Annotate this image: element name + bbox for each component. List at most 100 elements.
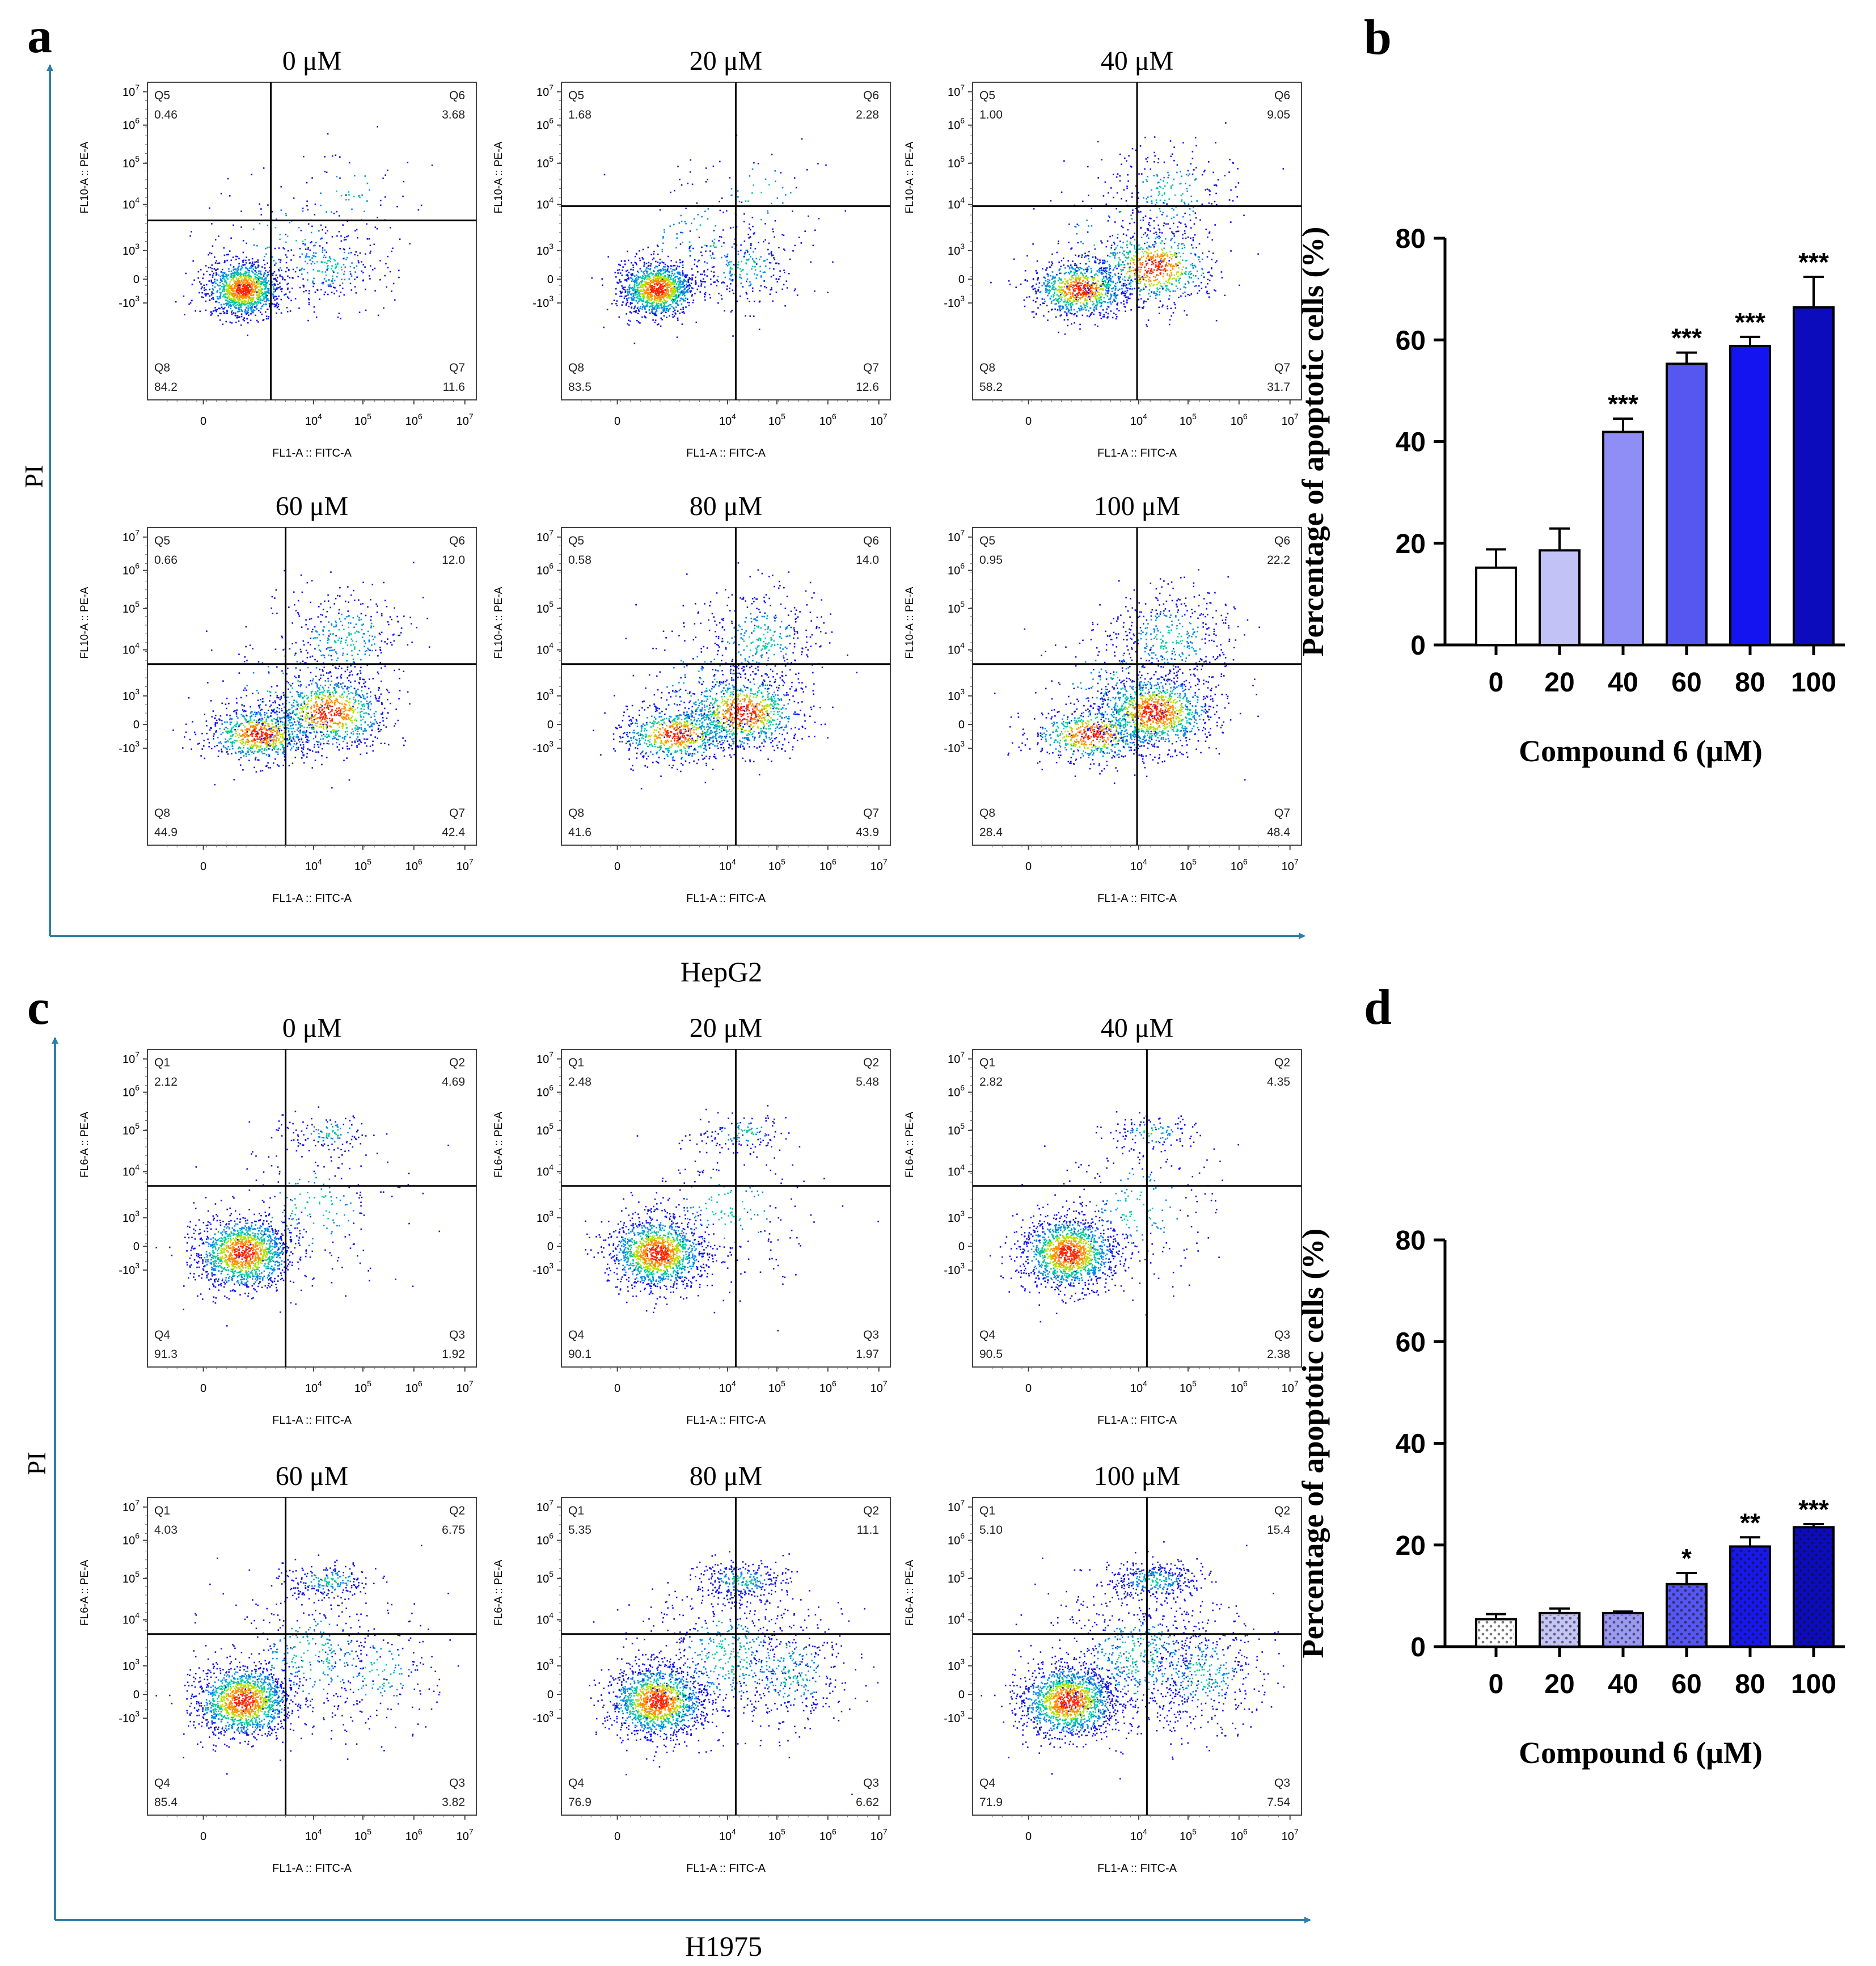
flow-y-tick-label: 104 xyxy=(536,641,553,657)
flow-plot-title: 20 μM xyxy=(690,1013,762,1043)
quadrant-value-ur: 9.05 xyxy=(1267,108,1290,121)
quadrant-value-lr: 31.7 xyxy=(1267,381,1290,394)
flow-x-tick-label: 107 xyxy=(457,1827,474,1843)
flow-x-tick-label: 105 xyxy=(768,412,785,428)
flow-x-axis-label: FL1-A :: FITC-A xyxy=(686,892,766,905)
flow-x-tick-label: 0 xyxy=(1025,1830,1032,1843)
quadrant-name-lr: Q3 xyxy=(449,1328,465,1341)
flow-x-axis-label: FL1-A :: FITC-A xyxy=(686,447,766,459)
flow-y-tick-label: 104 xyxy=(536,196,553,212)
panel-c-pi-label: PI xyxy=(22,1452,51,1475)
flow-x-tick-label: 107 xyxy=(871,1827,888,1843)
flow-x-tick-label: 106 xyxy=(819,1379,836,1395)
quadrant-value-ur: 14.0 xyxy=(856,554,879,567)
quadrant-value-lr: 1.92 xyxy=(442,1348,465,1361)
flow-y-tick-label: 0 xyxy=(133,1241,140,1253)
flow-x-tick-label: 0 xyxy=(614,1830,620,1843)
flow-x-axis-label: FL1-A :: FITC-A xyxy=(1097,1414,1177,1427)
flow-y-tick-label: 104 xyxy=(122,1163,140,1179)
quadrant-name-ll: Q8 xyxy=(568,807,584,820)
flow-x-axis-label: FL1-A :: FITC-A xyxy=(272,1414,352,1427)
flow-x-tick-label: 106 xyxy=(819,857,836,873)
flow-x-tick-label: 104 xyxy=(305,1379,322,1395)
bar-pattern xyxy=(1478,1621,1514,1645)
flow-y-tick-label: 103 xyxy=(122,1657,140,1673)
flow-y-tick-label: 104 xyxy=(122,196,140,212)
flow-y-tick-label: -103 xyxy=(533,739,553,755)
quadrant-name-ul: Q1 xyxy=(568,1504,584,1517)
flow-x-tick-label: 107 xyxy=(871,1379,888,1395)
flow-y-tick-label: 106 xyxy=(948,562,965,577)
quadrant-value-ul: 1.68 xyxy=(568,108,591,121)
flow-y-axis-label: FL10-A :: PE-A xyxy=(79,587,91,659)
quadrant-name-ll: Q4 xyxy=(154,1328,170,1341)
flow-y-tick-label: 106 xyxy=(948,1083,965,1099)
flow-plot: 60 μM Q5 0.66 Q6 12.0 Q8 44.9 Q7 42.4 107 106 105 10… xyxy=(79,491,477,905)
quadrant-name-ll: Q8 xyxy=(154,807,170,820)
flow-y-tick-label: 105 xyxy=(536,154,553,170)
quadrant-name-ul: Q1 xyxy=(568,1056,584,1069)
flow-plot-title: 0 μM xyxy=(282,1013,341,1043)
flow-y-tick-label: 105 xyxy=(948,1121,965,1137)
flow-x-tick-label: 104 xyxy=(1130,857,1147,873)
quadrant-value-ur: 15.4 xyxy=(1267,1524,1290,1537)
flow-y-tick-label: 0 xyxy=(133,273,140,286)
flow-x-tick-label: 107 xyxy=(457,857,474,873)
quadrant-name-ur: Q2 xyxy=(449,1504,465,1517)
flow-x-tick-label: 107 xyxy=(1282,412,1299,428)
quadrant-name-ll: Q8 xyxy=(979,361,995,374)
flow-x-tick-label: 104 xyxy=(1130,1827,1147,1843)
flow-y-tick-label: 103 xyxy=(948,1657,965,1673)
quadrant-name-ur: Q6 xyxy=(1274,89,1290,102)
flow-x-axis-label: FL1-A :: FITC-A xyxy=(272,1862,352,1875)
flow-scatter xyxy=(589,1551,879,1795)
quadrant-name-lr: Q3 xyxy=(863,1777,879,1790)
flow-y-axis-label: FL6-A :: PE-A xyxy=(493,1560,505,1626)
quadrant-value-ll: 41.6 xyxy=(568,826,591,839)
significance-marker: * xyxy=(1681,1543,1692,1573)
flow-x-tick-label: 107 xyxy=(457,412,474,428)
y-tick-label: 60 xyxy=(1396,1327,1426,1357)
x-tick-label: 0 xyxy=(1489,668,1504,698)
bar-chart-b: 0 20 40 60 80 0 20 40 *** 60 *** 80 *** 100 *** Compoun… xyxy=(1296,224,1845,768)
x-tick-label: 40 xyxy=(1608,1669,1638,1699)
quadrant-name-ll: Q8 xyxy=(568,361,584,374)
x-tick-label: 100 xyxy=(1791,668,1836,698)
flow-x-tick-label: 0 xyxy=(1025,860,1032,873)
flow-x-tick-label: 0 xyxy=(1025,1382,1032,1395)
quadrant-name-ur: Q2 xyxy=(863,1504,879,1517)
flow-y-tick-label: 107 xyxy=(948,1498,965,1514)
flow-y-tick-label: 107 xyxy=(536,528,553,544)
flow-y-tick-label: 105 xyxy=(536,1121,553,1137)
quadrant-value-lr: 7.54 xyxy=(1267,1796,1290,1809)
flow-plot-frame xyxy=(147,82,477,400)
flow-y-axis-label: FL10-A :: PE-A xyxy=(493,587,505,659)
flow-plot-title: 20 μM xyxy=(690,46,762,76)
bar xyxy=(1666,362,1708,647)
quadrant-value-ur: 5.48 xyxy=(856,1075,879,1089)
quadrant-value-ul: 2.82 xyxy=(979,1075,1003,1089)
flow-y-tick-label: 103 xyxy=(948,242,965,258)
flow-y-tick-label: 0 xyxy=(958,1241,965,1253)
y-tick-label: 20 xyxy=(1396,1531,1426,1561)
quadrant-name-ur: Q6 xyxy=(863,89,879,102)
quadrant-value-ul: 4.03 xyxy=(154,1524,178,1537)
quadrant-value-ul: 5.35 xyxy=(568,1524,591,1537)
flow-y-tick-label: 0 xyxy=(547,1689,553,1701)
flow-plot: 80 μM Q5 0.58 Q6 14.0 Q8 41.6 Q7 43.9 107 106 105 10… xyxy=(493,491,891,905)
bar xyxy=(1793,306,1835,646)
quadrant-name-ur: Q2 xyxy=(1274,1504,1290,1517)
flow-x-tick-label: 0 xyxy=(200,1830,206,1843)
flow-y-tick-label: -103 xyxy=(119,739,140,755)
y-tick-label: 0 xyxy=(1410,1632,1426,1663)
panel-a-axes: PI HepG2 xyxy=(19,64,1305,988)
quadrant-value-ul: 2.48 xyxy=(568,1075,591,1089)
flow-scatter xyxy=(172,562,430,789)
flow-scatter xyxy=(175,126,433,336)
flow-y-tick-label: 107 xyxy=(122,1050,140,1066)
y-axis-title: Percentage of apoptotic cells (%) xyxy=(1296,1229,1330,1659)
flow-plot: 40 μM Q1 2.82 Q2 4.35 Q4 90.5 Q3 2.38 107 106 105 10… xyxy=(904,1013,1302,1427)
x-tick-label: 40 xyxy=(1608,668,1638,698)
quadrant-value-lr: 12.6 xyxy=(856,381,879,394)
flow-y-tick-label: 104 xyxy=(948,641,965,657)
